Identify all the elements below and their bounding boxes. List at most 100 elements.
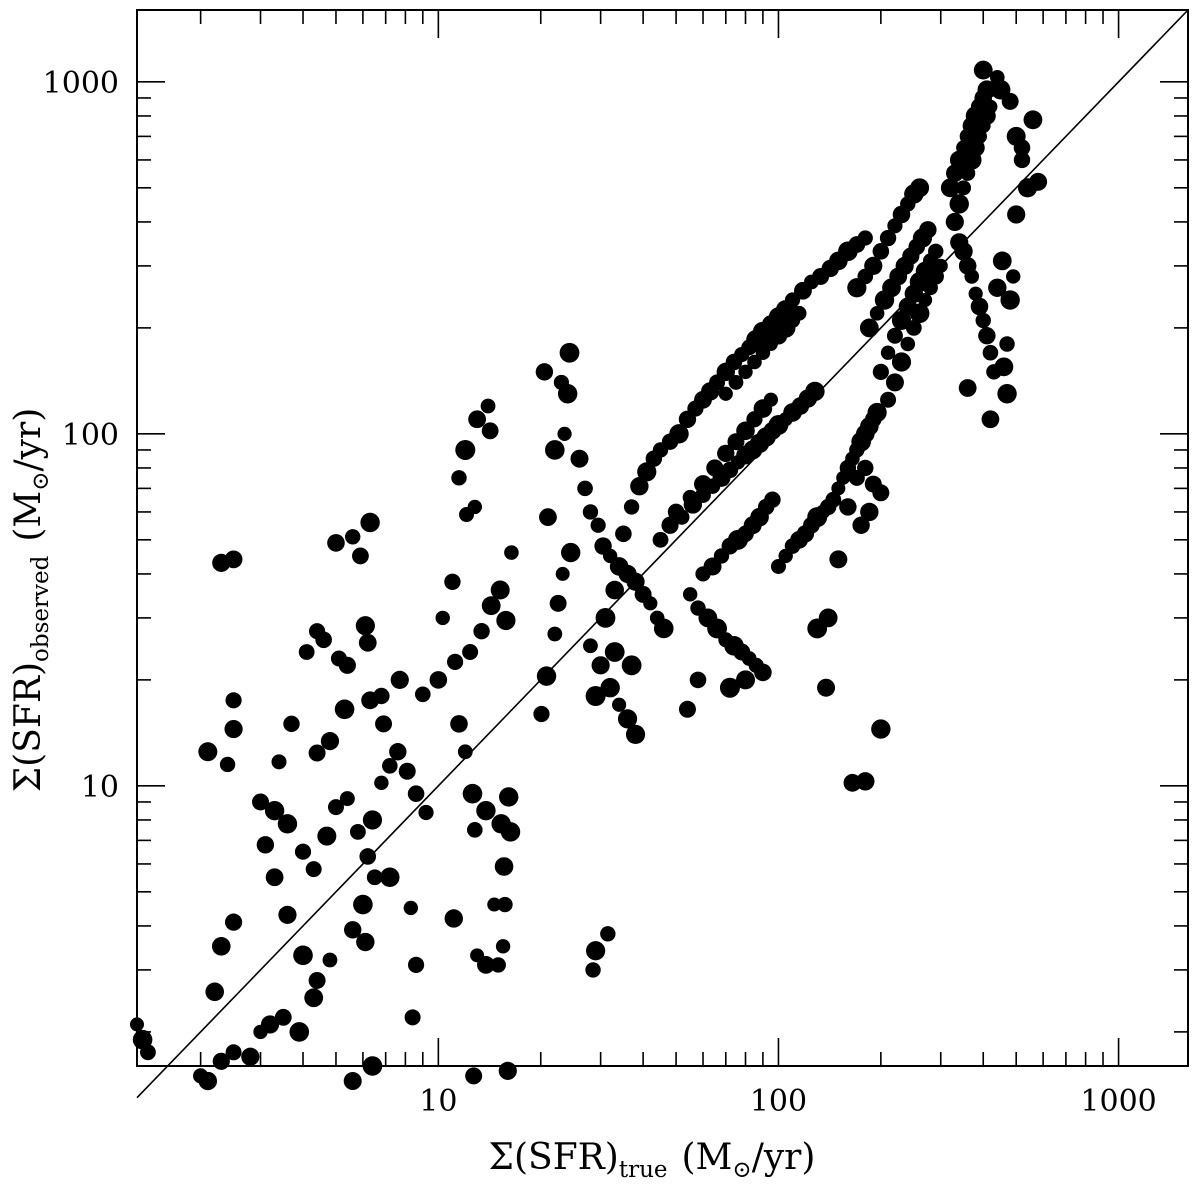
data-point (770, 558, 786, 574)
data-point (886, 327, 903, 344)
data-point (880, 345, 896, 360)
data-point (362, 810, 383, 830)
data-point (949, 150, 969, 170)
data-point (225, 1044, 242, 1061)
data-point (973, 60, 993, 80)
data-point (949, 194, 969, 214)
data-point (315, 631, 332, 649)
y-tick-label: 100 (62, 418, 119, 453)
data-point (988, 278, 1007, 297)
data-point (982, 344, 999, 361)
data-point (867, 402, 887, 423)
data-point (495, 939, 511, 954)
data-point (585, 685, 606, 706)
data-point (1013, 151, 1031, 169)
data-point (252, 793, 270, 811)
data-point (1000, 290, 1020, 310)
data-point (490, 957, 506, 973)
data-point (964, 269, 980, 284)
data-point (674, 509, 690, 525)
data-point (945, 212, 964, 232)
axis-ticks (137, 10, 1188, 1066)
data-point (343, 1072, 362, 1091)
data-point (958, 379, 977, 397)
data-point (630, 477, 649, 496)
data-point (728, 375, 744, 390)
data-point (462, 783, 483, 804)
data-point (344, 921, 362, 939)
data-point (880, 391, 897, 408)
data-point (293, 945, 313, 966)
data-point (205, 982, 225, 1002)
data-point (763, 392, 778, 407)
data-point (496, 610, 516, 631)
data-point (975, 312, 991, 329)
data-point (791, 305, 807, 321)
data-point (637, 462, 657, 482)
data-point (487, 897, 502, 912)
x-tick-label: 10 (419, 1084, 457, 1119)
y-tick-labels: 10 100 1000 (43, 66, 119, 805)
data-point (473, 623, 490, 640)
data-point (536, 666, 557, 686)
data-point (334, 699, 355, 720)
data-point (283, 715, 300, 733)
data-point (327, 534, 345, 552)
data-point (256, 836, 275, 854)
data-point (375, 715, 393, 733)
data-point (349, 823, 366, 840)
data-point (356, 932, 375, 952)
data-point (910, 178, 930, 198)
data-point (718, 386, 733, 401)
data-point (225, 692, 242, 709)
data-point (1017, 178, 1038, 198)
y-axis-label: Σ(SFR)observed(M⊙/yr) (8, 408, 54, 793)
data-point (577, 480, 593, 497)
data-point (467, 499, 483, 515)
data-point (736, 421, 755, 441)
data-point (547, 626, 563, 642)
data-point (465, 1067, 483, 1085)
data-point (968, 286, 983, 301)
data-point (404, 1009, 421, 1026)
data-point (198, 1071, 218, 1091)
data-point (435, 610, 450, 626)
data-point (872, 363, 889, 380)
data-point (455, 439, 476, 460)
data-point (468, 410, 487, 429)
data-point (539, 508, 557, 527)
data-point (839, 498, 857, 516)
data-point (462, 644, 479, 661)
data-point (414, 686, 431, 703)
data-point (879, 229, 897, 247)
data-point (871, 719, 891, 739)
points-layer (130, 60, 1048, 1091)
data-point (582, 504, 599, 520)
data-point (498, 1061, 517, 1080)
data-point (198, 742, 218, 762)
data-point (358, 633, 377, 652)
data-point (304, 988, 324, 1008)
data-point (444, 909, 463, 928)
data-point (289, 1022, 310, 1042)
data-point (831, 481, 846, 496)
data-point (553, 374, 569, 391)
data-point (224, 719, 243, 739)
data-point (825, 491, 842, 508)
data-point (643, 596, 658, 611)
data-point (909, 303, 930, 324)
data-point (872, 484, 890, 502)
data-point (389, 743, 407, 761)
data-point (224, 913, 243, 931)
data-point (429, 671, 448, 689)
data-point (999, 336, 1015, 352)
data-point (490, 580, 510, 600)
data-point (559, 342, 580, 363)
data-point (970, 297, 989, 316)
data-point (682, 587, 698, 602)
data-point (444, 573, 461, 590)
data-point (140, 1044, 156, 1061)
data-point (274, 1008, 292, 1026)
data-point (294, 843, 312, 860)
